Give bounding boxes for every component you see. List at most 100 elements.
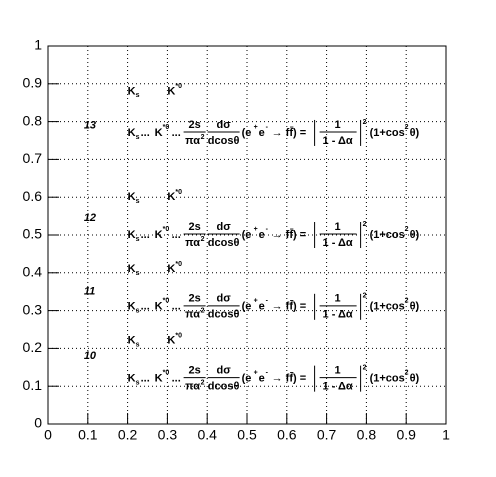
- y-tick-label: 0.5: [23, 226, 43, 242]
- formula-text: (1+cos: [370, 229, 405, 241]
- formula-text: K: [155, 127, 163, 139]
- formula-text: (e: [242, 127, 252, 139]
- x-tick-label: 1: [442, 427, 450, 443]
- formula-text: 1: [335, 293, 341, 305]
- formula-text: 2: [201, 308, 205, 315]
- formula-text: K: [155, 301, 163, 313]
- x-tick-label: 0.4: [197, 427, 217, 443]
- formula-text: 2s: [188, 119, 200, 131]
- formula-text: dσ: [216, 221, 231, 233]
- formula-text: e: [259, 301, 265, 313]
- formula-text: s: [136, 236, 140, 243]
- x-tick-label: 0: [44, 427, 52, 443]
- formula-text: ...: [141, 373, 150, 385]
- y-tick-label: 0.4: [23, 264, 43, 280]
- formula-text: 2: [405, 369, 409, 376]
- formula-text: 1 - Δα: [323, 135, 353, 147]
- formula-text: 1 - Δα: [323, 309, 353, 321]
- formula-text: ...: [172, 373, 181, 385]
- formula-text: dcosθ: [208, 237, 240, 249]
- formula-text: ...: [141, 127, 150, 139]
- formula-text: (1+cos: [370, 373, 405, 385]
- formula-text: dσ: [216, 293, 231, 305]
- formula-text: e: [259, 373, 265, 385]
- formula-text: 2: [201, 134, 205, 141]
- y-tick-label: 1: [34, 37, 42, 53]
- x-tick-label: 0.7: [317, 427, 337, 443]
- formula-text: K: [155, 373, 163, 385]
- formula-text: 1: [335, 119, 341, 131]
- y-tick-label: 0.2: [23, 339, 43, 355]
- annotation-label: 11: [84, 286, 95, 298]
- formula-text: *0: [163, 298, 170, 305]
- formula-text: -: [266, 124, 269, 131]
- formula-text: s: [136, 308, 140, 315]
- y-tick-label: 0.7: [23, 150, 43, 166]
- formula-text: 2: [405, 298, 409, 305]
- formula-text: +: [254, 124, 258, 131]
- formula-text: (1+cos: [370, 301, 405, 313]
- formula-text: e: [259, 229, 265, 241]
- formula-text: 1 - Δα: [323, 381, 353, 393]
- formula-text: +: [254, 369, 258, 376]
- formula-text: *0: [175, 261, 182, 268]
- formula-text: s: [136, 198, 140, 205]
- formula-text: *0: [163, 124, 170, 131]
- formula-text: (e: [242, 301, 252, 313]
- y-tick-label: 0: [34, 415, 42, 431]
- formula-text: 2s: [188, 293, 200, 305]
- formula-text: 2: [363, 119, 367, 126]
- formula-text: K: [167, 335, 175, 347]
- formula-text: K: [167, 85, 175, 97]
- formula-text: → ff̄) =: [272, 228, 307, 241]
- formula-text: (e: [242, 373, 252, 385]
- formula-text: *0: [163, 369, 170, 376]
- formula-text: K: [128, 191, 136, 203]
- formula-text: πα: [185, 237, 200, 249]
- x-tick-label: 0.6: [277, 427, 297, 443]
- formula-text: K: [128, 335, 136, 347]
- formula-text: -: [266, 298, 269, 305]
- formula-text: K: [128, 85, 136, 97]
- formula-text: ...: [141, 229, 150, 241]
- formula-text: 2: [363, 364, 367, 371]
- formula-text: θ): [410, 229, 420, 241]
- formula-text: K: [128, 301, 136, 313]
- formula-text: +: [254, 298, 258, 305]
- formula-text: -: [266, 226, 269, 233]
- plot-frame: [47, 45, 447, 425]
- formula-text: 2: [201, 379, 205, 386]
- formula-text: πα: [185, 135, 200, 147]
- y-tick-label: 0.1: [23, 377, 43, 393]
- formula-text: 2: [363, 221, 367, 228]
- formula-text: dcosθ: [208, 309, 240, 321]
- x-tick-label: 0.8: [357, 427, 377, 443]
- x-tick-label: 0.2: [118, 427, 138, 443]
- y-tick-label: 0.8: [23, 112, 43, 128]
- x-tick-label: 0.3: [158, 427, 178, 443]
- formula-text: 2: [405, 124, 409, 131]
- formula-text: πα: [185, 309, 200, 321]
- formula-text: -: [266, 369, 269, 376]
- formula-text: 1 - Δα: [323, 237, 353, 249]
- formula-text: K: [167, 263, 175, 275]
- formula-text: → ff̄) =: [272, 300, 307, 313]
- annotation-label: 10: [84, 350, 97, 362]
- formula-text: 2: [363, 293, 367, 300]
- formula-text: s: [136, 379, 140, 386]
- formula-text: ...: [172, 229, 181, 241]
- formula-text: K: [167, 191, 175, 203]
- formula-text: e: [259, 127, 265, 139]
- formula-text: πα: [185, 381, 200, 393]
- formula-text: ...: [172, 301, 181, 313]
- y-tick-label: 0.6: [23, 188, 43, 204]
- formula-text: dcosθ: [208, 381, 240, 393]
- formula-text: dσ: [216, 365, 231, 377]
- formula-text: *0: [175, 83, 182, 90]
- formula-text: s: [136, 342, 140, 349]
- formula-text: K: [128, 127, 136, 139]
- formula-text: dσ: [216, 119, 231, 131]
- formula-text: (e: [242, 229, 252, 241]
